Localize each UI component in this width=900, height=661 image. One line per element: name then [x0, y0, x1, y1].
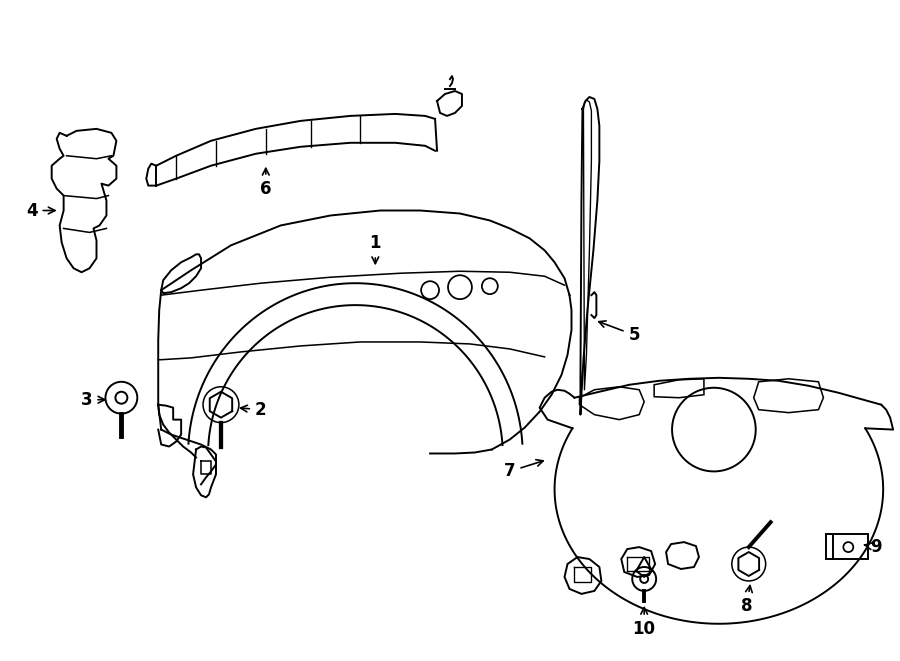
Text: 5: 5 — [598, 321, 640, 344]
Text: 9: 9 — [864, 538, 882, 556]
Text: 3: 3 — [81, 391, 104, 408]
Text: 2: 2 — [240, 401, 266, 418]
Text: 10: 10 — [633, 607, 656, 638]
Text: 4: 4 — [26, 202, 55, 219]
Bar — [833, 534, 868, 559]
Text: 8: 8 — [741, 586, 752, 615]
Text: 7: 7 — [504, 459, 544, 481]
Text: 1: 1 — [370, 235, 381, 264]
Text: 6: 6 — [260, 169, 272, 198]
